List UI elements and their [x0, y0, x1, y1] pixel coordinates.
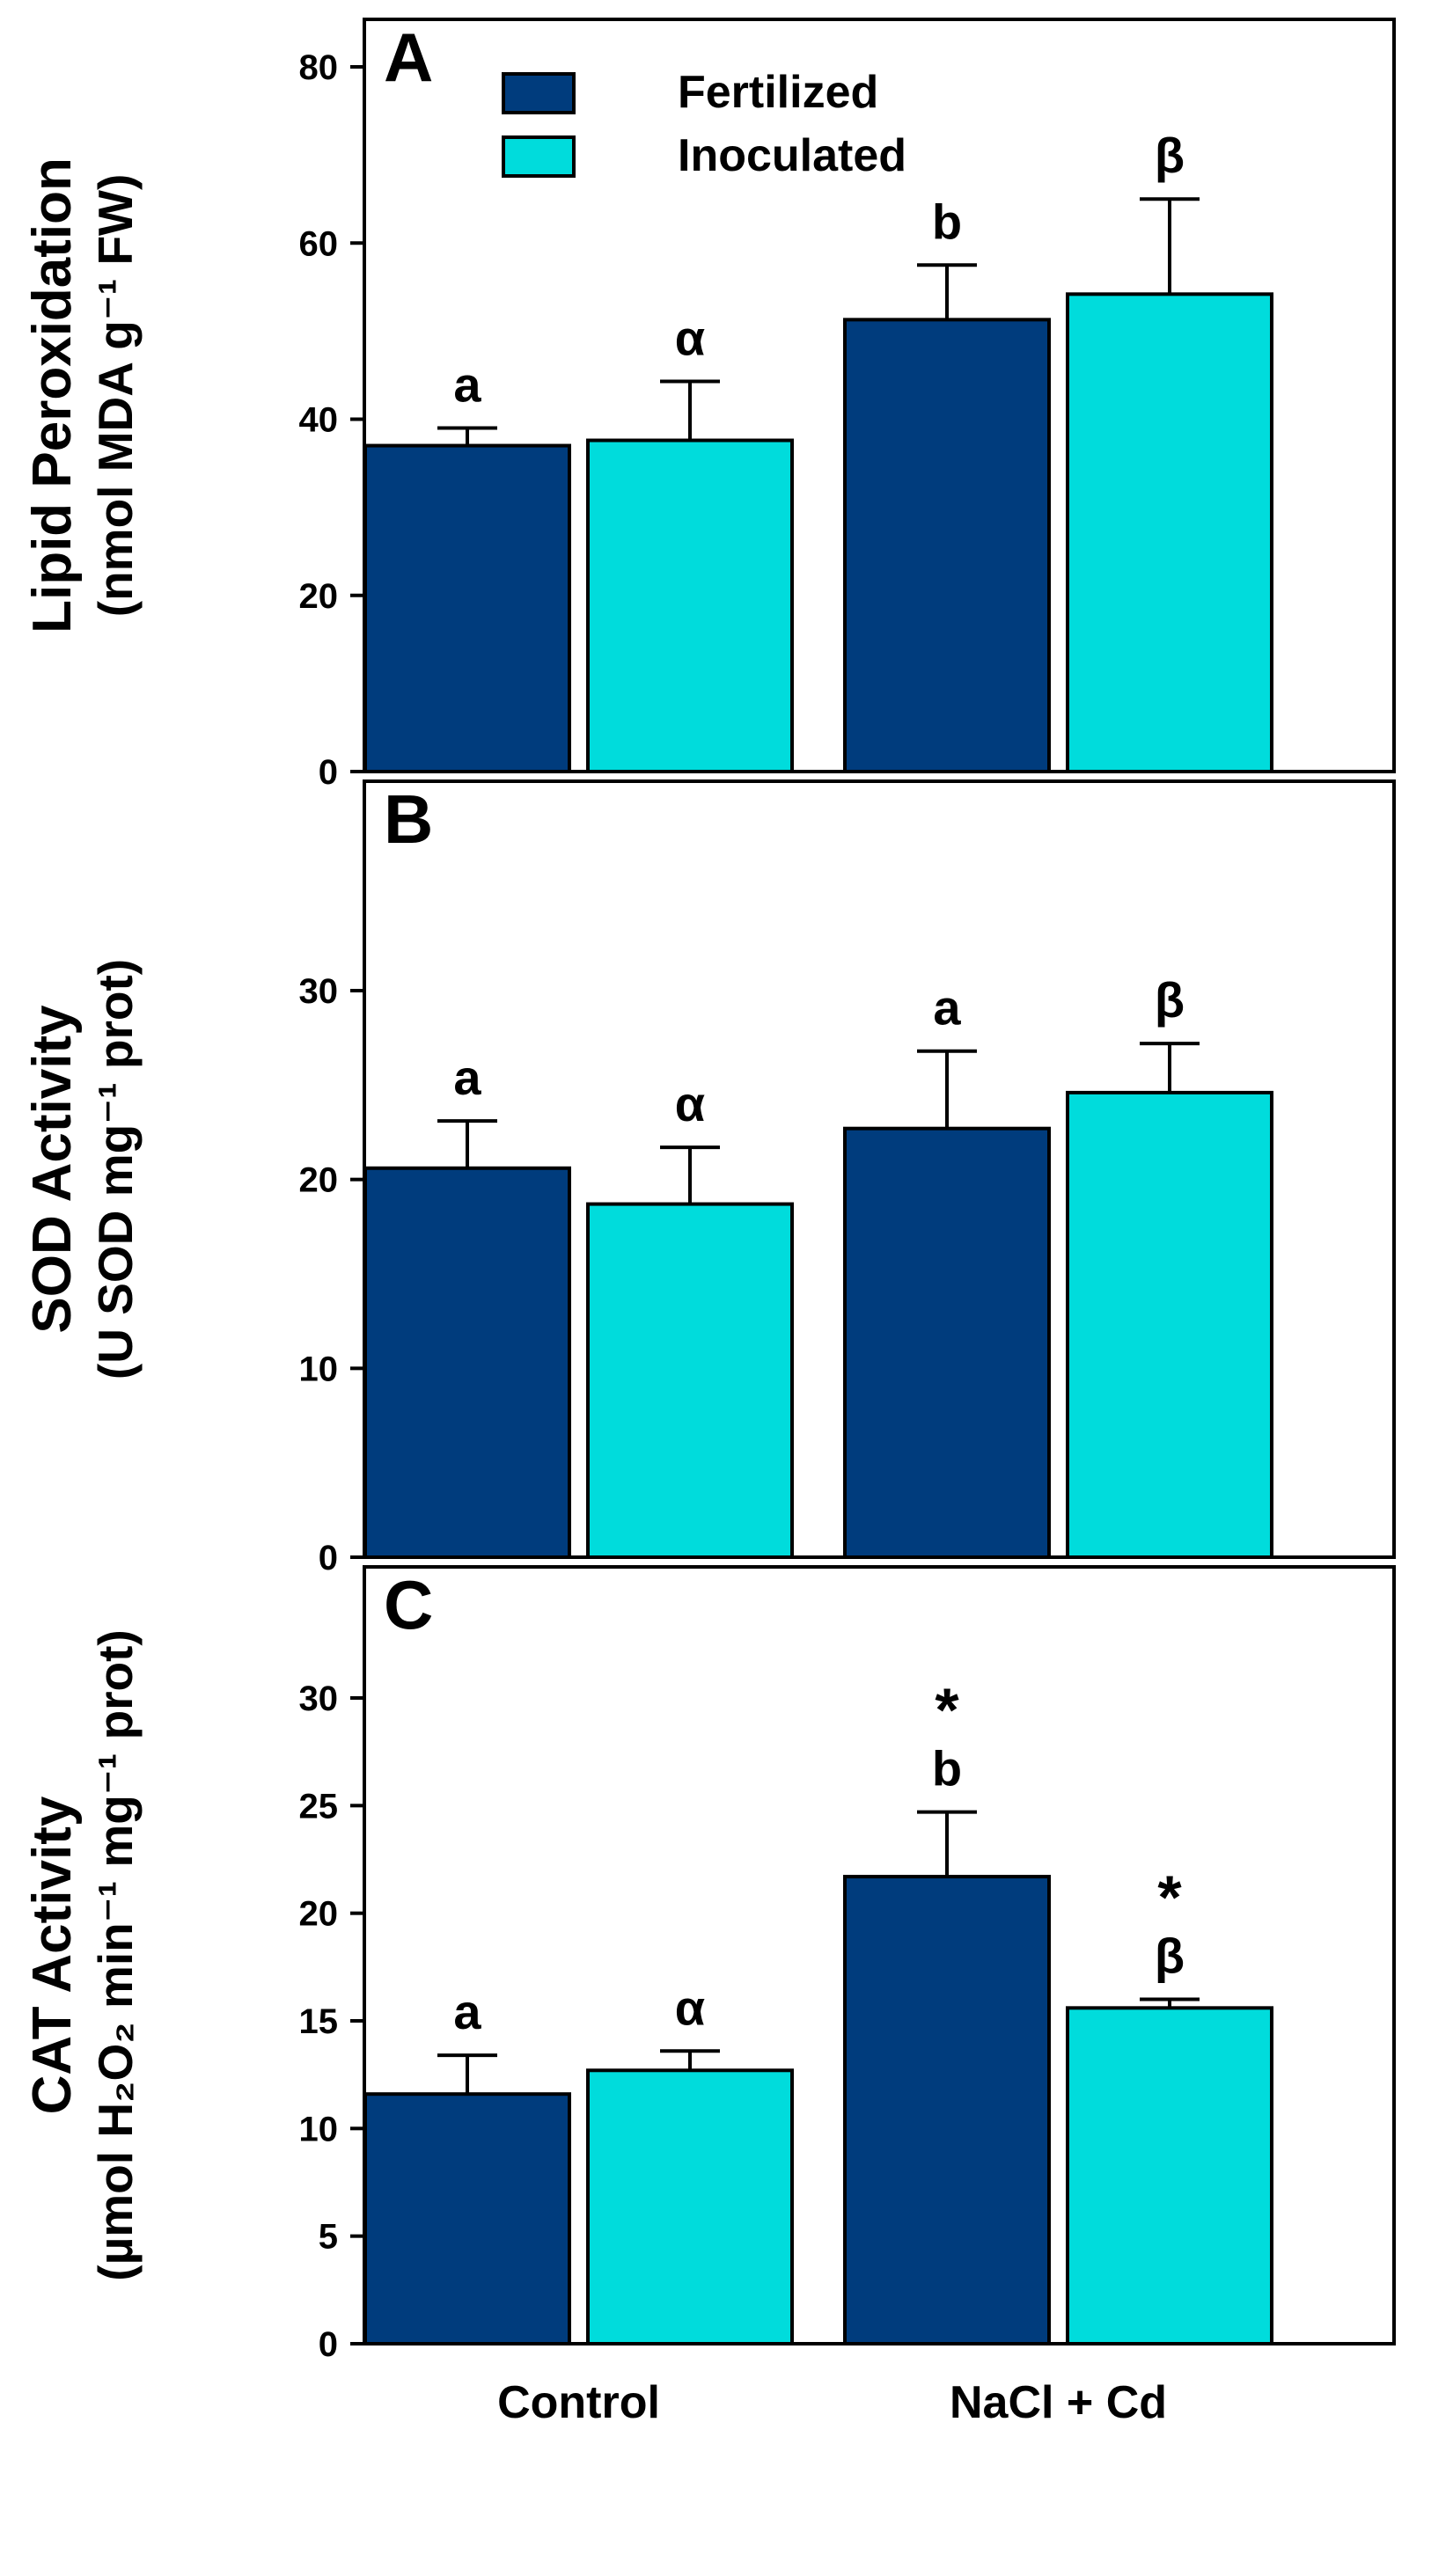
- y-tick-label: 30: [299, 972, 339, 1011]
- significance-letter: a: [933, 980, 961, 1036]
- y-tick-label: 5: [319, 2218, 338, 2257]
- significance-letter: β: [1155, 1928, 1185, 1984]
- bar-fertilized-nacl-cd: [843, 1126, 1051, 1559]
- y-tick-label: 0: [319, 1539, 338, 1577]
- significance-letter: b: [932, 1741, 962, 1797]
- y-tick-label: 0: [319, 2325, 338, 2364]
- significance-letter: α: [675, 1980, 705, 2035]
- y-tick-label: 10: [299, 2110, 339, 2148]
- y-tick-label: 20: [299, 577, 339, 616]
- panel-b: 0 10 20 30 B SOD Activity (U SOD mg⁻¹ prot) a α a…: [22, 779, 1396, 1577]
- panel-label: C: [384, 1566, 433, 1643]
- y-tick-label: 30: [299, 1680, 339, 1718]
- y-tick-label: 10: [299, 1350, 339, 1388]
- significance-letter: β: [1155, 128, 1185, 183]
- panel-a: 0 20 40 60 80 A Lipid Peroxidation (nmol MDA g⁻…: [22, 18, 1396, 792]
- y-tick-label: 20: [299, 1895, 339, 1934]
- significance-star: *: [935, 1676, 959, 1745]
- y-axis-subtitle: (µmol H₂O₂ min⁻¹ mg⁻¹ prot): [88, 1629, 143, 2281]
- panel-c: 0 5 10 15 20 25 30 C CAT Activity (µmol H₂O₂ min⁻…: [22, 1565, 1396, 2364]
- bar-fertilized-control: [363, 443, 571, 773]
- legend-label: Fertilized: [678, 67, 878, 118]
- bar-inoculated-control: [586, 1202, 794, 1560]
- bar-fertilized-control: [363, 1166, 571, 1559]
- y-axis-title: Lipid Peroxidation: [22, 157, 83, 633]
- bar-inoculated-nacl-cd: [1066, 1090, 1273, 1560]
- significance-letter: α: [675, 310, 705, 365]
- y-axis-title: SOD Activity: [22, 1005, 83, 1334]
- legend-swatch: [502, 135, 576, 178]
- bar-fertilized-nacl-cd: [843, 318, 1051, 773]
- y-tick-label: 60: [299, 224, 339, 263]
- bar-fertilized-control: [363, 2092, 571, 2346]
- y-axis-title: CAT Activity: [22, 1796, 83, 2114]
- bar-inoculated-nacl-cd: [1066, 292, 1273, 773]
- bar-inoculated-control: [586, 2068, 794, 2346]
- panel-label: A: [384, 18, 433, 96]
- y-tick-label: 0: [319, 753, 338, 792]
- significance-letter: b: [932, 194, 962, 249]
- x-category-label: Control: [497, 2377, 660, 2428]
- bar-inoculated-control: [586, 438, 794, 773]
- y-tick-label: 40: [299, 401, 339, 440]
- y-axis-subtitle: (U SOD mg⁻¹ prot): [88, 959, 143, 1379]
- significance-letter: β: [1155, 972, 1185, 1028]
- bar-fertilized-nacl-cd: [843, 1875, 1051, 2345]
- y-axis-subtitle: (nmol MDA g⁻¹ FW): [88, 174, 143, 618]
- legend-swatch: [502, 72, 576, 114]
- y-tick-label: 15: [299, 2002, 339, 2041]
- legend: Fertilized Inoculated: [502, 67, 906, 181]
- legend-label: Inoculated: [678, 130, 906, 181]
- significance-letter: α: [675, 1076, 705, 1131]
- significance-letter: a: [453, 1050, 481, 1105]
- significance-letter: a: [453, 357, 481, 413]
- significance-letter: a: [453, 1984, 481, 2039]
- x-category-label: NaCl + Cd: [950, 2377, 1167, 2428]
- y-tick-label: 25: [299, 1787, 339, 1826]
- significance-star: *: [1157, 1863, 1182, 1932]
- bar-inoculated-nacl-cd: [1066, 2006, 1273, 2346]
- y-tick-label: 20: [299, 1161, 339, 1200]
- x-axis: Control NaCl + Cd: [497, 2377, 1167, 2428]
- panel-label: B: [384, 780, 433, 858]
- y-tick-label: 80: [299, 48, 339, 87]
